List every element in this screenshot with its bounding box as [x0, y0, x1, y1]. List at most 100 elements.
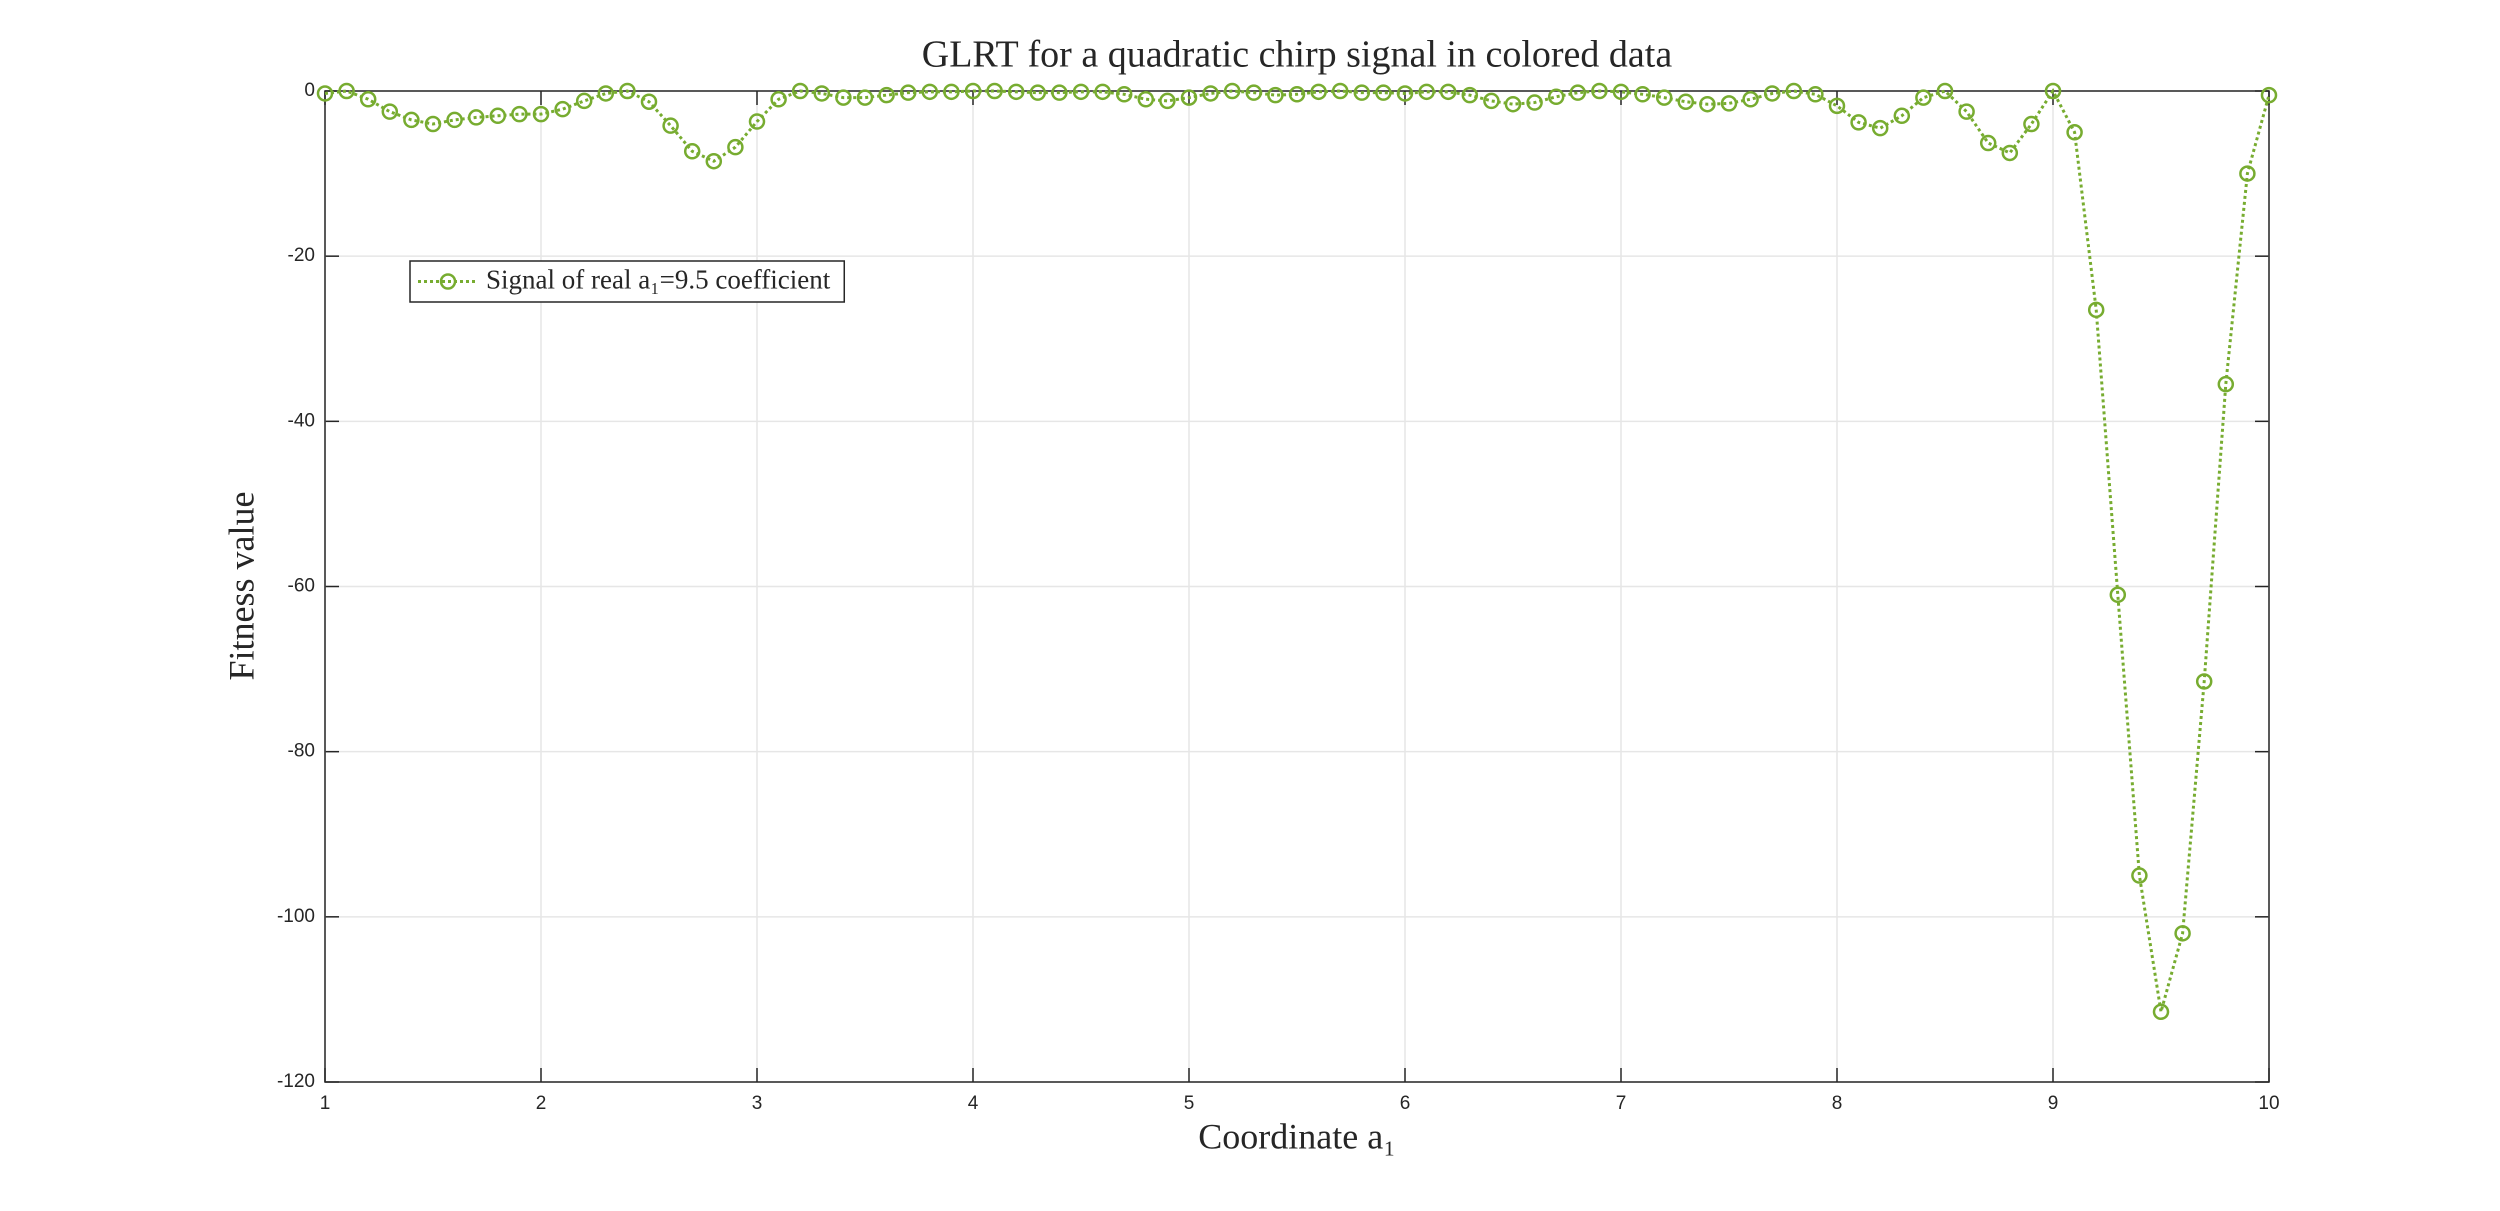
data-point [316, 85, 334, 102]
data-point [1612, 83, 1630, 101]
data-point [2131, 867, 2148, 884]
data-point [381, 103, 399, 120]
data-point [1094, 83, 1111, 101]
data-point [359, 91, 377, 108]
x-tick-label: 8 [1832, 1093, 1843, 1114]
data-point [1742, 91, 1759, 108]
data-point [1223, 82, 1241, 100]
data-point [1245, 84, 1263, 101]
data-point [748, 113, 766, 130]
y-tick-label: -80 [288, 741, 315, 762]
data-point [856, 89, 874, 106]
data-point [1720, 95, 1738, 112]
data-point [511, 105, 528, 123]
x-tick-label: 9 [2048, 1093, 2059, 1114]
data-point [1677, 93, 1695, 110]
data-point [467, 109, 485, 126]
data-point [899, 84, 917, 101]
data-point [943, 83, 960, 101]
data-point [1569, 84, 1587, 101]
legend-label: Signal of real a₁=9.5 coefficient [486, 265, 831, 295]
data-point [1547, 88, 1565, 106]
legend-box [409, 260, 846, 303]
data-point [1958, 103, 1975, 120]
x-tick-label: 6 [1400, 1093, 1411, 1114]
data-point [727, 138, 744, 156]
data-point [2195, 673, 2213, 690]
data-point [1396, 85, 1414, 102]
data-point [1979, 134, 1997, 152]
data-point [770, 91, 787, 108]
data-point [619, 82, 636, 100]
chart-title: GLRT for a quadratic chirp signal in col… [922, 34, 1673, 76]
data-point [1439, 83, 1457, 101]
data-point [662, 117, 679, 134]
data-point [1202, 85, 1219, 102]
x-tick-label: 10 [2258, 1093, 2279, 1114]
data-point [1828, 97, 1846, 115]
data-point [403, 111, 420, 129]
data-point [813, 85, 831, 102]
data-point [424, 115, 442, 133]
data-point [554, 100, 571, 118]
data-point [2044, 82, 2062, 100]
data-point [1871, 119, 1889, 137]
data-point [1159, 92, 1176, 110]
data-point [2174, 925, 2191, 942]
x-axis-label: Coordinate a₁ [1198, 1116, 1396, 1156]
y-tick-label: -120 [277, 1071, 315, 1092]
plot-frame [324, 90, 2270, 1083]
data-point [1267, 86, 1284, 104]
data-point [1893, 107, 1911, 125]
data-line [324, 88, 2271, 1013]
legend-swatch [439, 273, 457, 290]
data-point [532, 105, 550, 123]
y-tick-label: -60 [288, 576, 315, 597]
x-tick-label: 2 [536, 1093, 547, 1114]
data-point [1915, 89, 1932, 106]
y-tick-label: 0 [304, 80, 315, 101]
data-point [1850, 114, 1867, 131]
data-point [489, 107, 507, 125]
x-tick-label: 5 [1184, 1093, 1195, 1114]
data-point [446, 111, 463, 129]
y-tick-label: -20 [288, 245, 315, 266]
data-point [2109, 586, 2127, 604]
x-tick-label: 4 [968, 1093, 979, 1114]
data-point [1353, 84, 1371, 101]
data-point [878, 86, 895, 104]
data-point [2239, 165, 2256, 182]
data-point [640, 93, 658, 110]
data-point [1137, 91, 1155, 108]
x-tick-label: 7 [1616, 1093, 1627, 1114]
data-point [1807, 86, 1824, 103]
data-point [1483, 92, 1500, 110]
y-tick-label: -40 [288, 410, 315, 431]
data-point [1461, 86, 1479, 104]
data-point [1418, 83, 1435, 101]
data-point [1591, 82, 1608, 100]
data-point [835, 89, 852, 106]
legend: Signal of real a₁=9.5 coefficient [409, 260, 846, 303]
data-point [1699, 95, 1716, 113]
x-tick-label: 3 [752, 1093, 763, 1114]
data-point [2260, 86, 2278, 104]
data-point [964, 82, 982, 100]
data-point [986, 82, 1003, 100]
data-point [1288, 86, 1306, 103]
data-point [2087, 301, 2105, 319]
data-point [338, 82, 355, 100]
data-point [1526, 94, 1543, 111]
data-point [1115, 86, 1133, 103]
data-point [1029, 84, 1047, 101]
data-point [921, 83, 939, 101]
data-point [1007, 83, 1025, 101]
y-tick-label: -100 [277, 906, 315, 927]
data-point [1655, 89, 1673, 106]
data-point [2066, 124, 2083, 141]
data-point [2152, 1003, 2170, 1021]
data-point [2217, 375, 2235, 393]
data-point [791, 82, 809, 100]
